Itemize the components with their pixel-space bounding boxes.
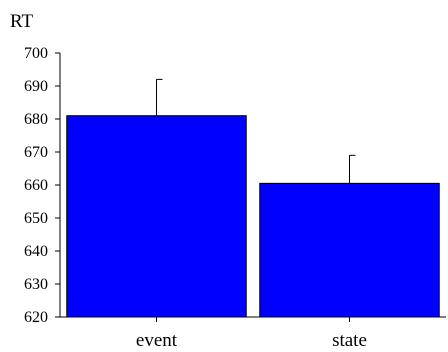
x-tick-label-state: state: [332, 330, 367, 351]
y-tick-label: 650: [24, 210, 48, 227]
y-ticks: 700 690 680 670 660 650 640 630 620: [24, 45, 60, 326]
y-tick-label: 660: [24, 177, 48, 194]
y-tick-label: 690: [24, 78, 48, 95]
bar-event: [66, 115, 247, 318]
y-tick-label: 700: [24, 45, 48, 62]
x-tick-label-event: event: [136, 330, 178, 351]
y-axis-label: RT: [10, 11, 34, 32]
x-tick-labels: event state: [136, 317, 367, 351]
y-tick-label: 630: [24, 276, 48, 293]
y-tick-label: 640: [24, 243, 48, 260]
y-tick-label: 620: [24, 309, 48, 326]
error-bars: [156, 78, 356, 184]
y-tick-label: 670: [24, 144, 48, 161]
bars: [66, 115, 440, 318]
bar-state: [259, 182, 440, 318]
y-tick-label: 680: [24, 111, 48, 128]
